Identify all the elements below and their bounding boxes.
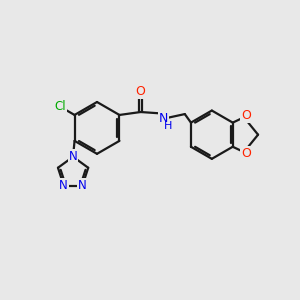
Text: N: N (59, 179, 68, 192)
Text: O: O (136, 85, 146, 98)
Text: N: N (69, 150, 77, 163)
Text: O: O (241, 109, 251, 122)
Text: O: O (241, 147, 251, 160)
Text: N: N (159, 112, 168, 125)
Text: N: N (78, 179, 87, 192)
Text: H: H (164, 121, 172, 131)
Text: Cl: Cl (55, 100, 66, 113)
